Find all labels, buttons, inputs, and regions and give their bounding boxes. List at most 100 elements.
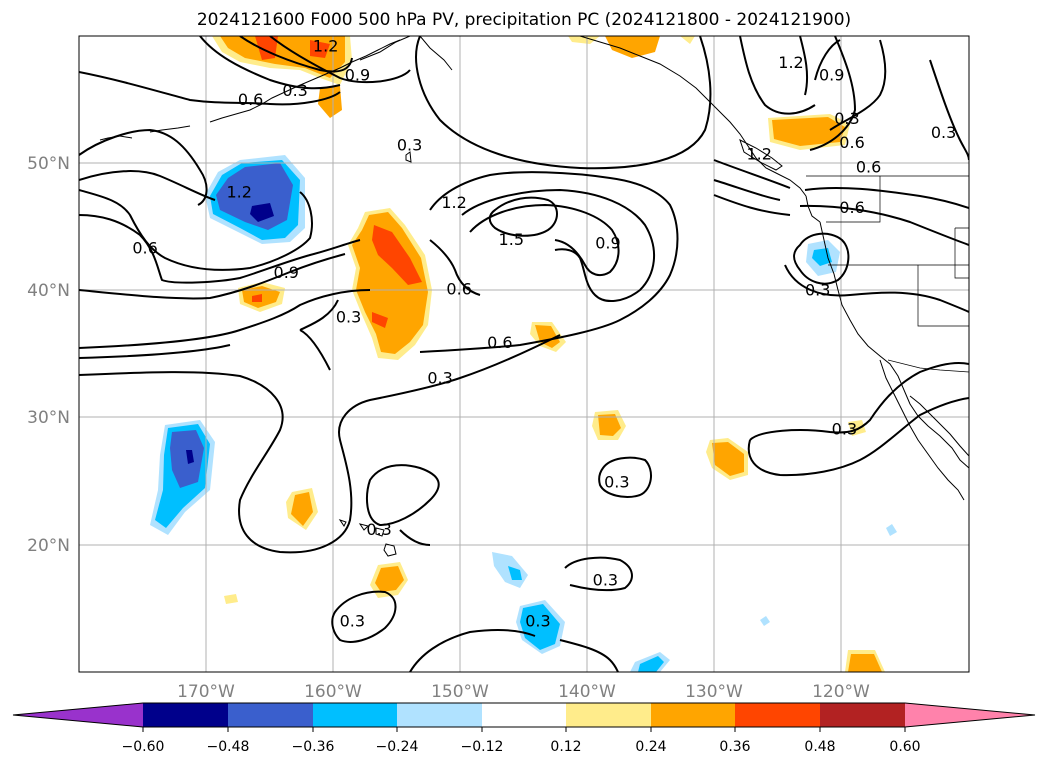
colorbar-bin-2 <box>228 703 313 727</box>
cold-anomaly-137w-11n-core <box>638 656 664 672</box>
warm-anomaly-139w-29n-core <box>598 414 621 436</box>
lat-label-40n: 40°N <box>27 281 70 301</box>
colorbar-bin-5 <box>482 703 566 727</box>
contour-west-1 <box>79 189 313 271</box>
contour-label: 1.5 <box>499 230 524 249</box>
contour-label: 0.6 <box>839 133 864 152</box>
contour-0.6-central-b <box>429 239 481 296</box>
contour-label: 0.3 <box>834 109 859 128</box>
warm-anomaly-155w-16n-core <box>375 566 404 592</box>
cold-anomaly-dot-115w <box>886 524 897 536</box>
warm-anomaly-120w-12n-core <box>848 654 882 672</box>
contour-label: 0.3 <box>336 307 361 326</box>
colorbar-bin-8 <box>735 703 820 727</box>
contour-west-5 <box>79 344 231 359</box>
cold-anomaly-west-pacific-3 <box>170 430 204 488</box>
cold-anomaly-143w-13n-core <box>520 604 560 650</box>
contour-label: 0.9 <box>274 263 299 282</box>
colorbar-label: 0.24 <box>635 739 666 755</box>
warm-anomaly-top-center2 <box>605 36 660 58</box>
lat-label-50n: 50°N <box>27 154 70 174</box>
contour-label: 0.3 <box>397 136 422 155</box>
island-vancouver <box>739 139 783 171</box>
warm-anomaly-aleutian-north-peak2 <box>310 40 330 58</box>
colorbar-ticks <box>142 727 906 732</box>
map-frame <box>78 35 970 673</box>
island-kodiak <box>405 151 412 163</box>
contour-0.3-closed-2 <box>366 464 440 527</box>
contour-label: 0.9 <box>345 66 370 85</box>
contour-0.3-east-3 <box>929 59 969 161</box>
island-hawaii-oahu <box>338 519 385 537</box>
contour-label: 0.3 <box>366 520 391 539</box>
contour-0.3-closed-3 <box>564 556 633 592</box>
contour-1.5-central <box>488 196 558 237</box>
coastlines <box>99 36 969 557</box>
contour-0.3-sw-cal-2 <box>784 264 969 313</box>
warm-anomaly-147w-core <box>535 325 560 348</box>
graticule <box>79 36 969 672</box>
lon-label-160w: 160°W <box>304 682 362 702</box>
contour-label: 1.2 <box>226 183 251 202</box>
contour-east-d <box>809 36 857 151</box>
contour-west-4 <box>79 289 371 349</box>
lon-label-130w: 130°W <box>685 682 743 702</box>
colorbar-bin-3 <box>313 703 397 727</box>
colorbar-label: −0.36 <box>292 739 335 755</box>
colorbar-bin-9 <box>820 703 905 727</box>
contour-0.3-north-center <box>415 36 712 170</box>
contour-label: 0.6 <box>856 157 881 176</box>
cold-anomaly-north-pacific-core <box>250 203 274 222</box>
contour-label: 0.9 <box>819 66 844 85</box>
cold-anomaly-145w-17n-core <box>508 566 522 580</box>
contour-label: 0.3 <box>282 81 307 100</box>
contour-label: 0.3 <box>427 368 452 387</box>
contour-0.3-mex <box>747 362 969 477</box>
lon-label-150w: 150°W <box>431 682 489 702</box>
contour-label: 0.9 <box>595 234 620 253</box>
colorbar-bin-7 <box>651 703 735 727</box>
contour-label: 0.6 <box>487 333 512 352</box>
contour-0.3-closed-4 <box>331 590 397 643</box>
warm-anomaly-central-3 <box>372 225 422 285</box>
contour-label: 0.3 <box>931 123 956 142</box>
colorbar-label: 0.48 <box>804 739 835 755</box>
contour-0.3-sw-cal <box>793 232 850 285</box>
contour-label: 0.6 <box>839 198 864 217</box>
lat-label-20n: 20°N <box>27 536 70 556</box>
contour-label: 0.6 <box>132 239 157 258</box>
coastline-mexico-mainland <box>909 395 969 457</box>
colorbar-bin-1 <box>143 703 228 727</box>
coastline-us-west <box>819 221 969 469</box>
colorbar-label: −0.12 <box>461 739 504 755</box>
island-hawaii-big <box>383 543 397 557</box>
lon-label-120w: 120°W <box>812 682 870 702</box>
cold-anomaly-dot-126w <box>760 616 770 626</box>
border-inner <box>954 227 969 279</box>
contour-east-e <box>799 36 809 96</box>
coastline-alaska-panhandle <box>579 36 807 197</box>
contour-label: 0.3 <box>525 611 550 630</box>
lat-label-30n: 30°N <box>27 408 70 428</box>
contour-0.3-north <box>199 36 341 90</box>
colorbar-label: 0.36 <box>719 739 750 755</box>
contour-east-a <box>713 159 969 209</box>
contour-west-2 <box>79 214 361 284</box>
lon-label-140w: 140°W <box>558 682 616 702</box>
contour-1.2-central <box>469 203 620 277</box>
warm-anomaly-119w-30n <box>848 420 866 436</box>
map-title: 2024121600 F000 500 hPa PV, precipitatio… <box>197 10 851 30</box>
colorbar-label: −0.48 <box>207 739 250 755</box>
contour-label: 0.3 <box>604 473 629 492</box>
contour-0.3-central <box>79 334 561 554</box>
contour-0.3-hawaii <box>399 529 431 546</box>
precipitation-shading <box>150 36 897 672</box>
cold-anomaly-west-pacific-core <box>186 450 194 464</box>
warm-anomaly-130w-27n-core <box>712 442 744 476</box>
contour-labels: 0.6 0.3 1.2 0.9 1.2 0.6 0.9 0.3 0.3 1.2 1.5 0.9 0.6 0… <box>132 36 956 630</box>
contour-label: 0.3 <box>340 611 365 630</box>
colorbar-extend-high <box>905 703 1035 727</box>
warm-anomaly-163w-22n-core <box>291 492 313 526</box>
contour-label: 0.6 <box>238 90 263 109</box>
contour-0.6-nw <box>79 71 341 106</box>
